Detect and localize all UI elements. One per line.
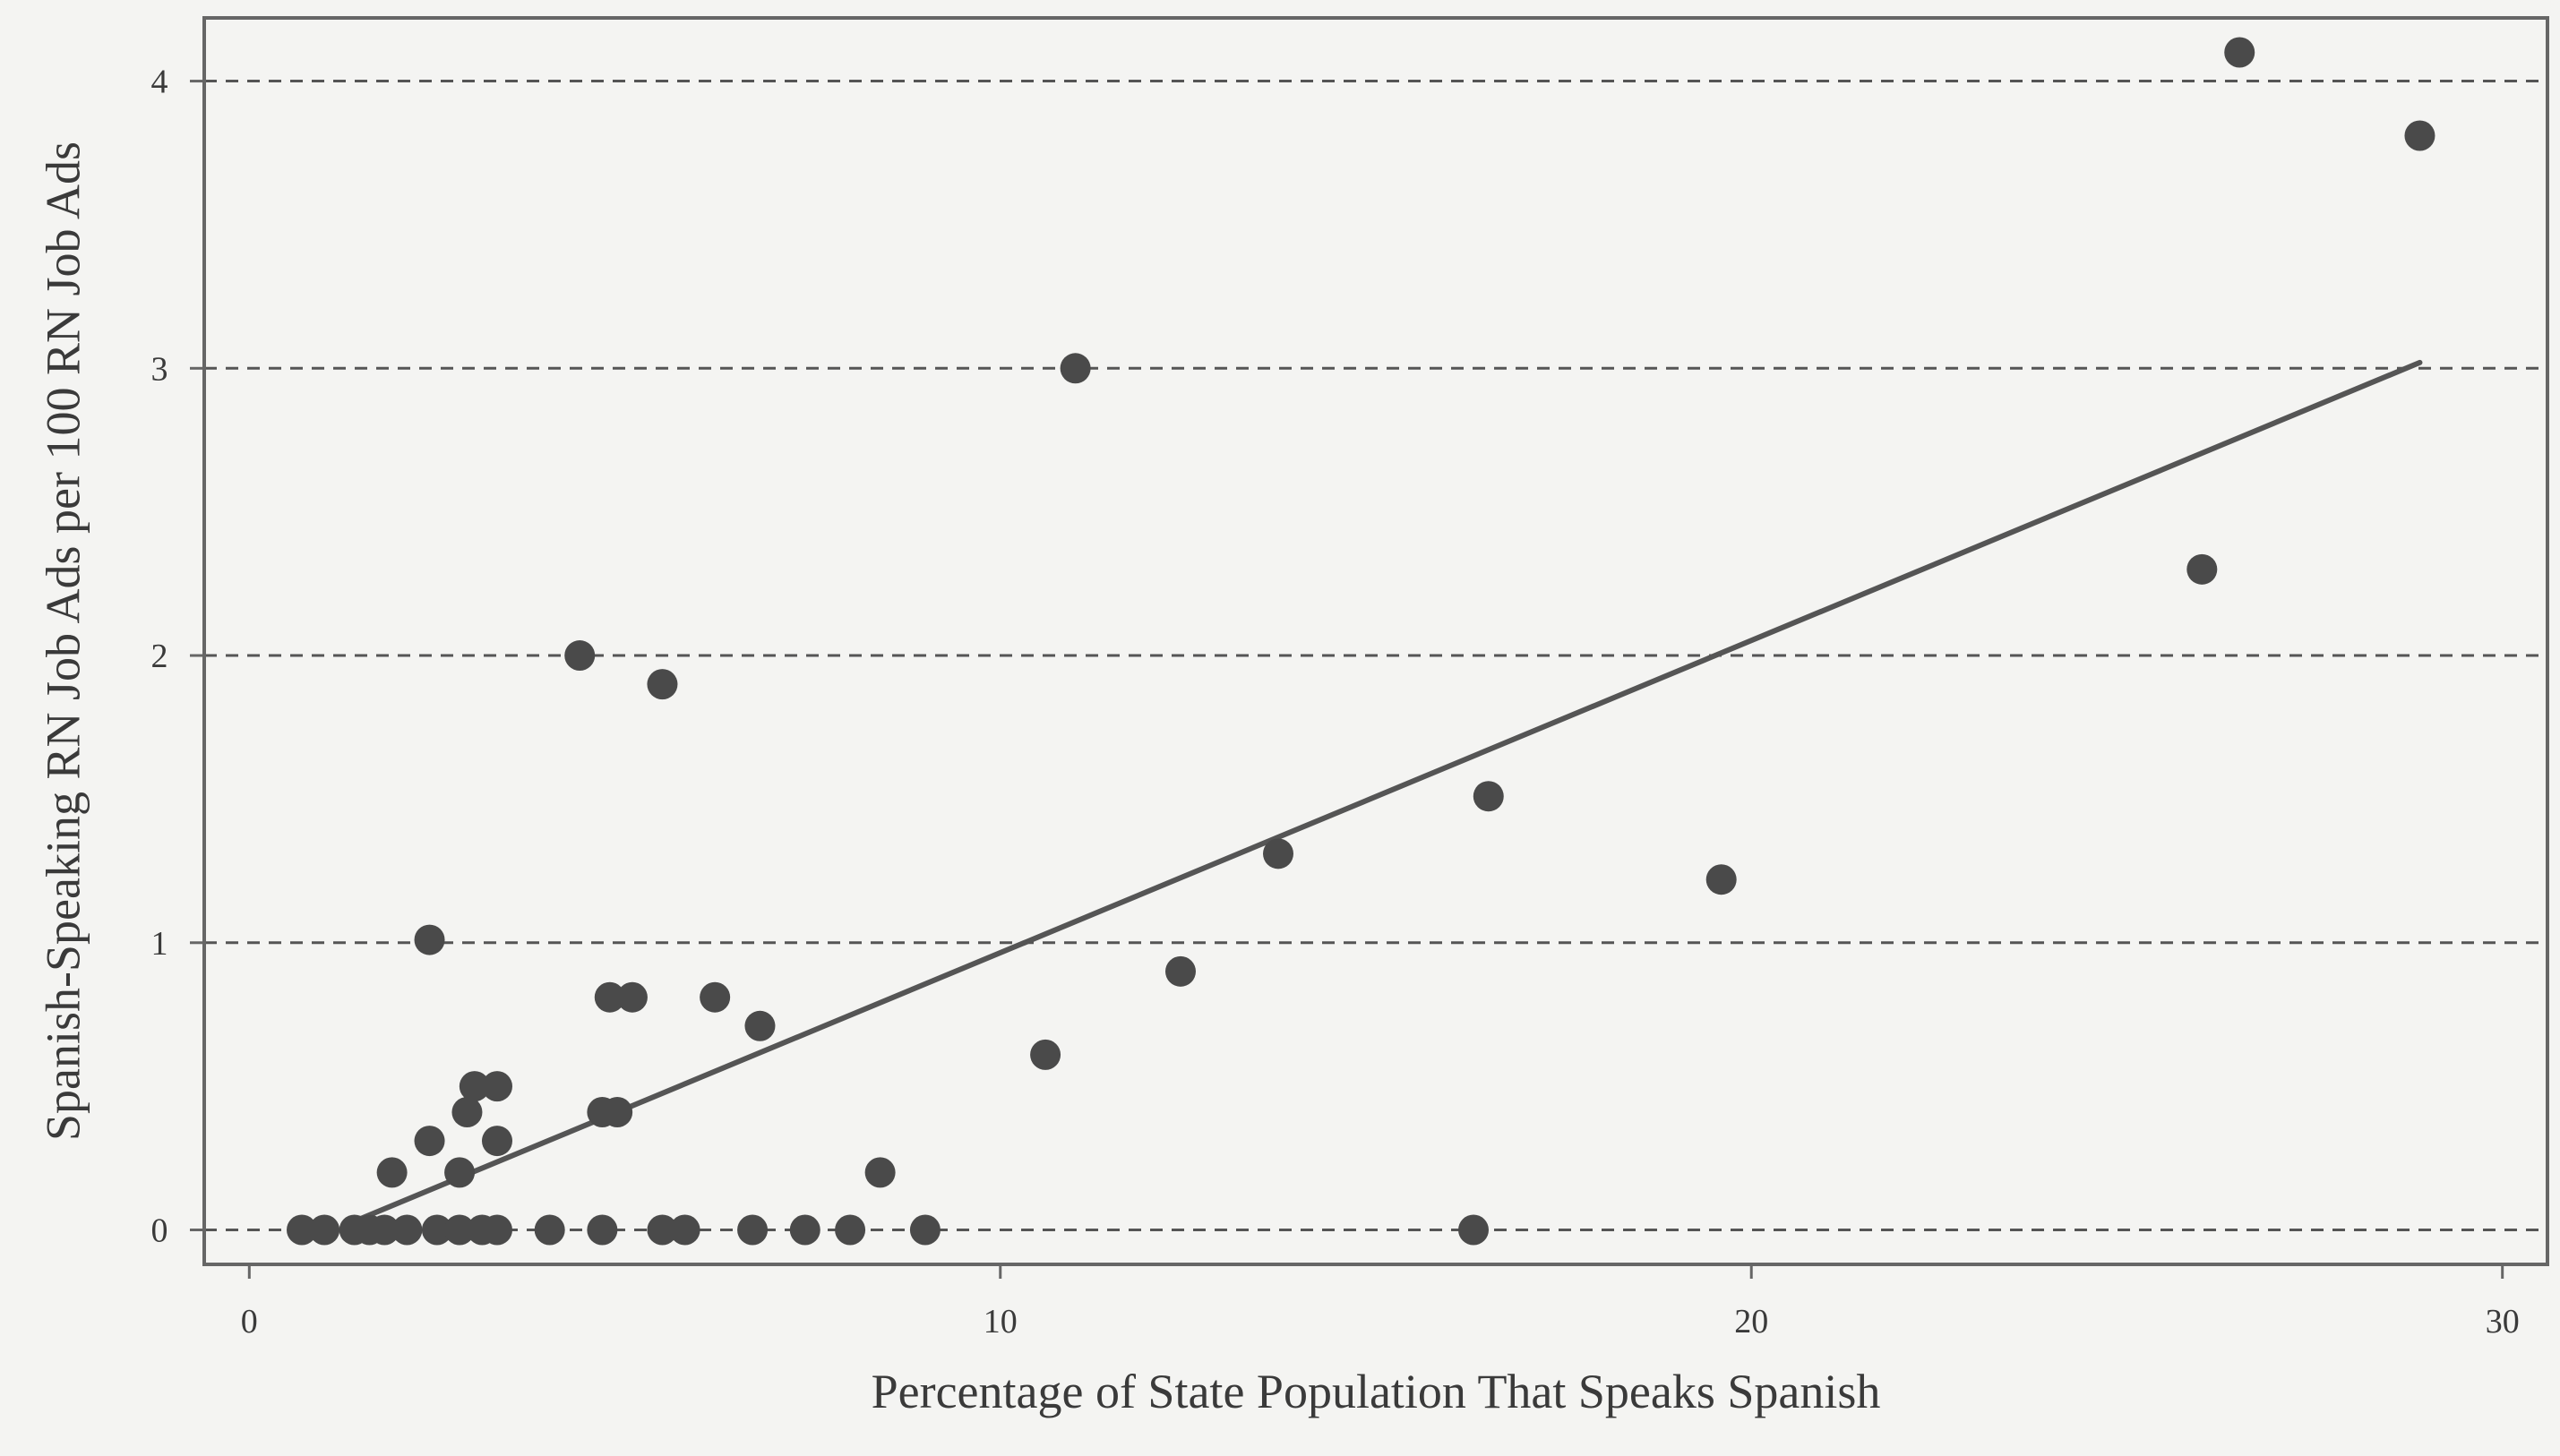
data-point (459, 1071, 490, 1102)
data-point (669, 1214, 700, 1246)
data-point (789, 1214, 820, 1246)
data-point (309, 1214, 340, 1246)
data-point (482, 1126, 512, 1157)
data-point (534, 1214, 565, 1246)
axis-ticks: 0 1 2 3 4 0 10 20 30 (151, 64, 2520, 1340)
data-point (414, 924, 445, 955)
y-tick-label: 1 (151, 925, 168, 963)
data-points (287, 37, 2435, 1246)
data-point (1165, 955, 1196, 987)
data-point (1030, 1039, 1061, 1070)
y-tick-label: 4 (151, 64, 168, 101)
data-point (1705, 864, 1737, 895)
data-point (414, 1126, 445, 1157)
data-point (482, 1071, 512, 1102)
data-point (482, 1214, 512, 1246)
x-tick-label: 30 (2486, 1303, 2520, 1340)
plot-frame (202, 16, 2549, 1266)
data-point (376, 1157, 408, 1188)
fit-line (351, 359, 2423, 1224)
y-tick-label: 0 (151, 1212, 168, 1250)
data-point (647, 669, 678, 700)
data-point (647, 1214, 678, 1246)
data-point (2186, 553, 2218, 585)
data-point (287, 1214, 317, 1246)
y-tick-label: 2 (151, 638, 168, 675)
data-point (444, 1214, 476, 1246)
data-point (451, 1097, 483, 1128)
data-point (1458, 1214, 1489, 1246)
data-point (700, 981, 731, 1013)
data-point (2404, 120, 2435, 151)
x-tick-label: 20 (1734, 1303, 1768, 1340)
data-point (1060, 353, 1091, 384)
x-axis-title: Percentage of State Population That Spea… (872, 1365, 1881, 1418)
y-tick-label: 3 (151, 350, 168, 388)
x-tick-label: 10 (984, 1303, 1018, 1340)
x-tick-label: 0 (241, 1303, 258, 1340)
fit-line-layer (351, 359, 2423, 1224)
data-point (421, 1214, 452, 1246)
data-point (864, 1157, 896, 1188)
y-axis-title: Spanish-Speaking RN Job Ads per 100 RN J… (36, 141, 90, 1141)
data-point (737, 1214, 769, 1246)
data-point (587, 1214, 618, 1246)
data-point (391, 1214, 423, 1246)
data-point (835, 1214, 866, 1246)
data-point (1473, 781, 1504, 812)
data-point (369, 1214, 400, 1246)
data-point (444, 1157, 476, 1188)
data-point (1263, 838, 1293, 869)
data-point (744, 1010, 776, 1041)
data-point (602, 1097, 633, 1128)
data-point (594, 981, 625, 1013)
data-point (909, 1214, 941, 1246)
data-point (616, 981, 648, 1013)
data-point (564, 640, 596, 672)
data-point (2224, 37, 2255, 68)
